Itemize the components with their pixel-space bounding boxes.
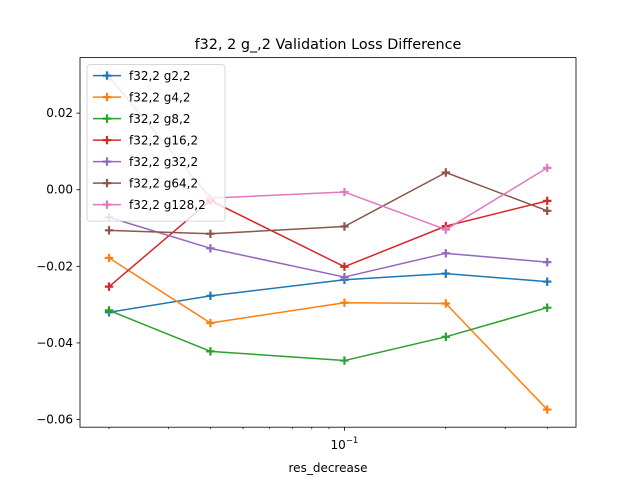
chart-title: f32, 2 g_,2 Validation Loss Difference xyxy=(195,37,462,53)
series-line xyxy=(108,272,548,314)
legend-marker xyxy=(102,157,112,166)
data-point xyxy=(104,226,114,235)
legend-marker xyxy=(102,135,112,145)
legend-label: f32,2 g32,2 xyxy=(129,155,198,169)
legend-marker xyxy=(102,178,112,188)
legend-marker xyxy=(102,92,112,102)
legend-entry-3: f32,2 g16,2 xyxy=(93,134,198,148)
series-5 xyxy=(104,168,552,238)
ticks-layer: 0.02 0.00 −0.02 −0.04 −0.06 10−1 xyxy=(36,106,548,452)
y-tick-label: −0.02 xyxy=(36,259,73,273)
legend-entry-6: f32,2 g128,2 xyxy=(93,198,206,212)
legend-entry-4: f32,2 g32,2 xyxy=(93,155,198,169)
data-point xyxy=(104,282,114,291)
legend: f32,2 g2,2 f32,2 g4,2 f32,2 g8,2 f32,2 g16,… xyxy=(86,64,226,222)
data-point xyxy=(340,356,349,365)
legend-label: f32,2 g16,2 xyxy=(129,134,198,148)
data-point xyxy=(340,222,349,231)
legend-label: f32,2 g2,2 xyxy=(129,69,190,83)
data-point xyxy=(340,298,349,307)
data-point xyxy=(543,303,552,312)
data-point xyxy=(206,291,215,301)
legend-marker xyxy=(102,71,112,80)
legend-entry-2: f32,2 g8,2 xyxy=(93,112,190,126)
legend-label: f32,2 g4,2 xyxy=(129,91,190,105)
data-point xyxy=(441,332,451,342)
data-point xyxy=(340,272,349,282)
legend-entry-5: f32,2 g64,2 xyxy=(93,177,198,191)
data-point xyxy=(104,306,114,315)
series-4 xyxy=(104,213,552,282)
data-point xyxy=(543,206,552,216)
data-point xyxy=(340,187,349,197)
legend-entry-0: f32,2 g2,2 xyxy=(93,69,190,83)
legend-marker xyxy=(102,114,112,123)
y-tick-label: −0.04 xyxy=(36,336,73,350)
data-point xyxy=(543,405,552,414)
series-2 xyxy=(104,303,552,365)
series-1 xyxy=(104,253,552,414)
data-point xyxy=(340,262,349,271)
data-point xyxy=(441,269,451,278)
data-point xyxy=(441,225,451,234)
legend-label: f32,2 g64,2 xyxy=(129,177,198,191)
legend-label: f32,2 g128,2 xyxy=(129,198,206,212)
x-axis-label: res_decrease xyxy=(289,461,368,475)
data-point xyxy=(441,249,451,258)
series-0 xyxy=(104,269,552,317)
y-tick-label: 0.00 xyxy=(46,183,73,197)
data-point xyxy=(543,277,552,286)
y-tick-label: 0.02 xyxy=(46,106,73,120)
y-tick-label: −0.06 xyxy=(36,413,73,427)
data-point xyxy=(543,196,552,206)
series-line xyxy=(108,306,548,362)
data-point xyxy=(441,299,451,308)
data-point xyxy=(206,244,215,253)
data-point xyxy=(543,257,552,267)
data-point xyxy=(206,347,215,356)
legend-marker xyxy=(102,200,112,209)
legend-frame xyxy=(86,64,226,222)
data-point xyxy=(543,163,552,173)
series-line xyxy=(108,257,548,411)
data-point xyxy=(104,253,114,263)
data-point xyxy=(441,168,451,177)
x-tick-label: 10−1 xyxy=(331,436,359,452)
data-point xyxy=(206,318,215,328)
legend-label: f32,2 g8,2 xyxy=(129,112,190,126)
axes-frame xyxy=(79,57,577,428)
data-point xyxy=(206,229,215,238)
legend-entry-1: f32,2 g4,2 xyxy=(93,91,190,105)
series-line xyxy=(108,216,548,278)
